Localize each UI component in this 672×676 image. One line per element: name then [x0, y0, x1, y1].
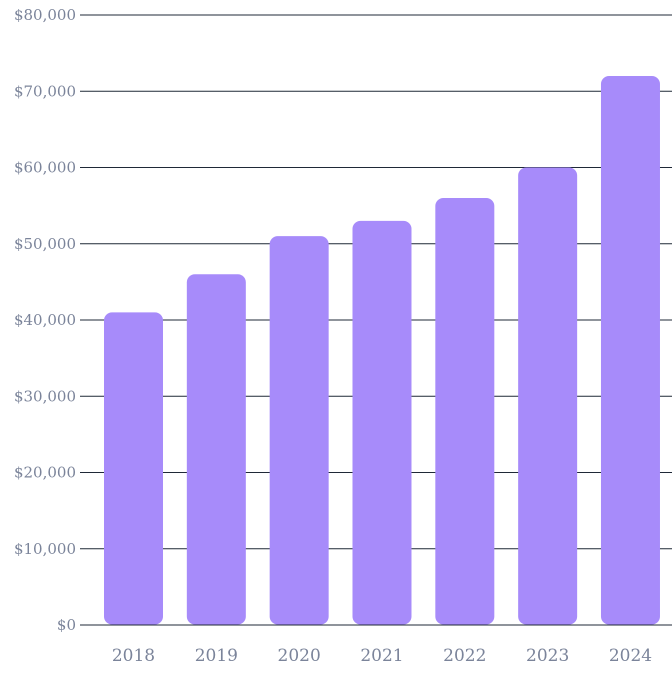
y-tick-label: $80,000	[14, 6, 76, 24]
bar-2022	[435, 198, 495, 625]
y-tick-label: $40,000	[14, 311, 76, 329]
x-axis-tick-labels: 2018 2019 2020 2021 2022 2023 2024	[112, 646, 652, 666]
bar-2020	[269, 236, 329, 625]
bar-2024	[600, 76, 660, 625]
x-tick-label: 2022	[443, 646, 486, 666]
x-tick-label: 2018	[112, 646, 155, 666]
bar-2023	[518, 167, 578, 625]
y-tick-label: $20,000	[14, 464, 76, 482]
x-tick-label: 2020	[278, 646, 321, 666]
bar-2021	[352, 220, 412, 625]
bar-2018	[104, 312, 163, 625]
x-tick-label: 2023	[526, 646, 569, 666]
y-tick-label: $70,000	[14, 82, 76, 100]
bar-2019	[186, 274, 246, 625]
x-tick-label: 2024	[609, 646, 652, 666]
x-tick-label: 2021	[360, 646, 403, 666]
y-tick-label: $50,000	[14, 235, 76, 253]
y-tick-label: $60,000	[14, 159, 76, 177]
y-tick-label: $0	[57, 616, 76, 634]
x-tick-label: 2019	[195, 646, 238, 666]
y-axis-tick-labels: $0 $10,000 $20,000 $30,000 $40,000 $50,000 $60…	[14, 6, 76, 634]
bars	[104, 76, 660, 625]
y-tick-label: $30,000	[14, 387, 76, 405]
y-tick-label: $10,000	[14, 540, 76, 558]
